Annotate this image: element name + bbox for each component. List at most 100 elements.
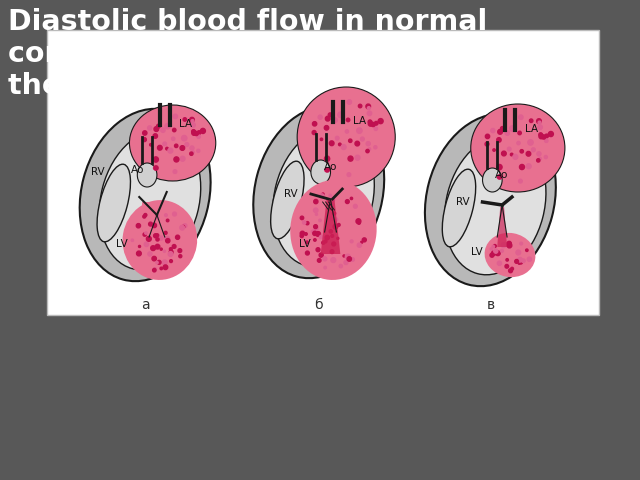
Circle shape — [161, 128, 165, 132]
Circle shape — [191, 120, 194, 122]
Circle shape — [316, 213, 317, 216]
Circle shape — [322, 241, 325, 244]
Text: LV: LV — [116, 239, 127, 249]
Circle shape — [507, 243, 512, 248]
Circle shape — [338, 112, 343, 118]
FancyBboxPatch shape — [47, 30, 599, 315]
Circle shape — [190, 146, 194, 150]
Circle shape — [312, 121, 317, 126]
Circle shape — [148, 252, 152, 256]
Circle shape — [317, 259, 321, 262]
Circle shape — [322, 193, 324, 195]
Circle shape — [157, 260, 161, 264]
Circle shape — [180, 226, 184, 230]
Circle shape — [316, 233, 319, 236]
Text: LA: LA — [525, 124, 538, 134]
Circle shape — [163, 142, 166, 146]
Circle shape — [368, 120, 372, 124]
Circle shape — [374, 121, 378, 125]
Circle shape — [500, 250, 503, 252]
Circle shape — [300, 231, 305, 236]
Ellipse shape — [297, 87, 396, 187]
Circle shape — [355, 155, 360, 160]
Circle shape — [492, 245, 495, 248]
Circle shape — [360, 137, 364, 141]
Circle shape — [333, 224, 338, 229]
Circle shape — [378, 119, 383, 124]
Circle shape — [200, 128, 205, 133]
Ellipse shape — [271, 161, 304, 239]
Circle shape — [169, 250, 173, 254]
Circle shape — [163, 265, 168, 270]
Circle shape — [537, 159, 540, 162]
Ellipse shape — [445, 135, 546, 275]
Ellipse shape — [138, 163, 157, 187]
Circle shape — [497, 175, 502, 179]
Text: RV: RV — [92, 167, 105, 177]
Circle shape — [182, 135, 187, 141]
Circle shape — [314, 225, 317, 228]
Circle shape — [156, 216, 159, 219]
Circle shape — [371, 122, 375, 127]
Circle shape — [520, 242, 522, 245]
Circle shape — [148, 126, 152, 130]
Circle shape — [507, 241, 511, 246]
Circle shape — [345, 130, 349, 133]
Circle shape — [160, 248, 163, 250]
Circle shape — [331, 258, 336, 263]
Circle shape — [178, 249, 182, 252]
Ellipse shape — [484, 233, 536, 277]
Circle shape — [154, 166, 158, 170]
Circle shape — [516, 250, 521, 255]
Circle shape — [145, 232, 147, 234]
Circle shape — [501, 243, 506, 248]
Circle shape — [157, 145, 162, 150]
Circle shape — [320, 194, 324, 198]
Circle shape — [367, 111, 372, 116]
Circle shape — [306, 241, 308, 243]
Circle shape — [491, 129, 495, 132]
Circle shape — [153, 157, 159, 162]
Circle shape — [324, 266, 326, 269]
Circle shape — [544, 156, 547, 158]
Circle shape — [300, 216, 304, 220]
Circle shape — [366, 142, 370, 146]
Circle shape — [138, 245, 141, 248]
Circle shape — [300, 234, 303, 238]
Circle shape — [156, 262, 158, 264]
Text: the mitral foramen: the mitral foramen — [8, 72, 312, 100]
Text: Ao: Ao — [131, 165, 144, 175]
Circle shape — [502, 151, 506, 156]
Circle shape — [537, 152, 541, 156]
Circle shape — [173, 212, 177, 216]
Circle shape — [164, 231, 167, 234]
Circle shape — [182, 226, 185, 228]
Circle shape — [367, 107, 371, 109]
Circle shape — [539, 157, 541, 160]
Text: conditions and with stenosis of: conditions and with stenosis of — [8, 40, 510, 68]
Circle shape — [348, 156, 353, 161]
Circle shape — [526, 164, 531, 168]
Circle shape — [330, 198, 335, 202]
Circle shape — [366, 149, 369, 153]
Circle shape — [506, 259, 508, 261]
Circle shape — [374, 127, 378, 131]
Circle shape — [346, 254, 350, 259]
Circle shape — [497, 138, 501, 142]
Circle shape — [325, 116, 330, 121]
Circle shape — [513, 155, 518, 159]
Circle shape — [493, 244, 496, 247]
Circle shape — [192, 130, 195, 133]
Circle shape — [314, 227, 318, 230]
Circle shape — [518, 115, 523, 120]
Polygon shape — [140, 202, 179, 225]
Text: б: б — [314, 298, 323, 312]
Circle shape — [539, 133, 543, 136]
Circle shape — [314, 239, 316, 241]
Circle shape — [316, 232, 321, 237]
Ellipse shape — [129, 105, 216, 181]
Circle shape — [511, 267, 513, 270]
Circle shape — [353, 204, 357, 208]
Circle shape — [165, 236, 170, 241]
Circle shape — [490, 253, 494, 257]
